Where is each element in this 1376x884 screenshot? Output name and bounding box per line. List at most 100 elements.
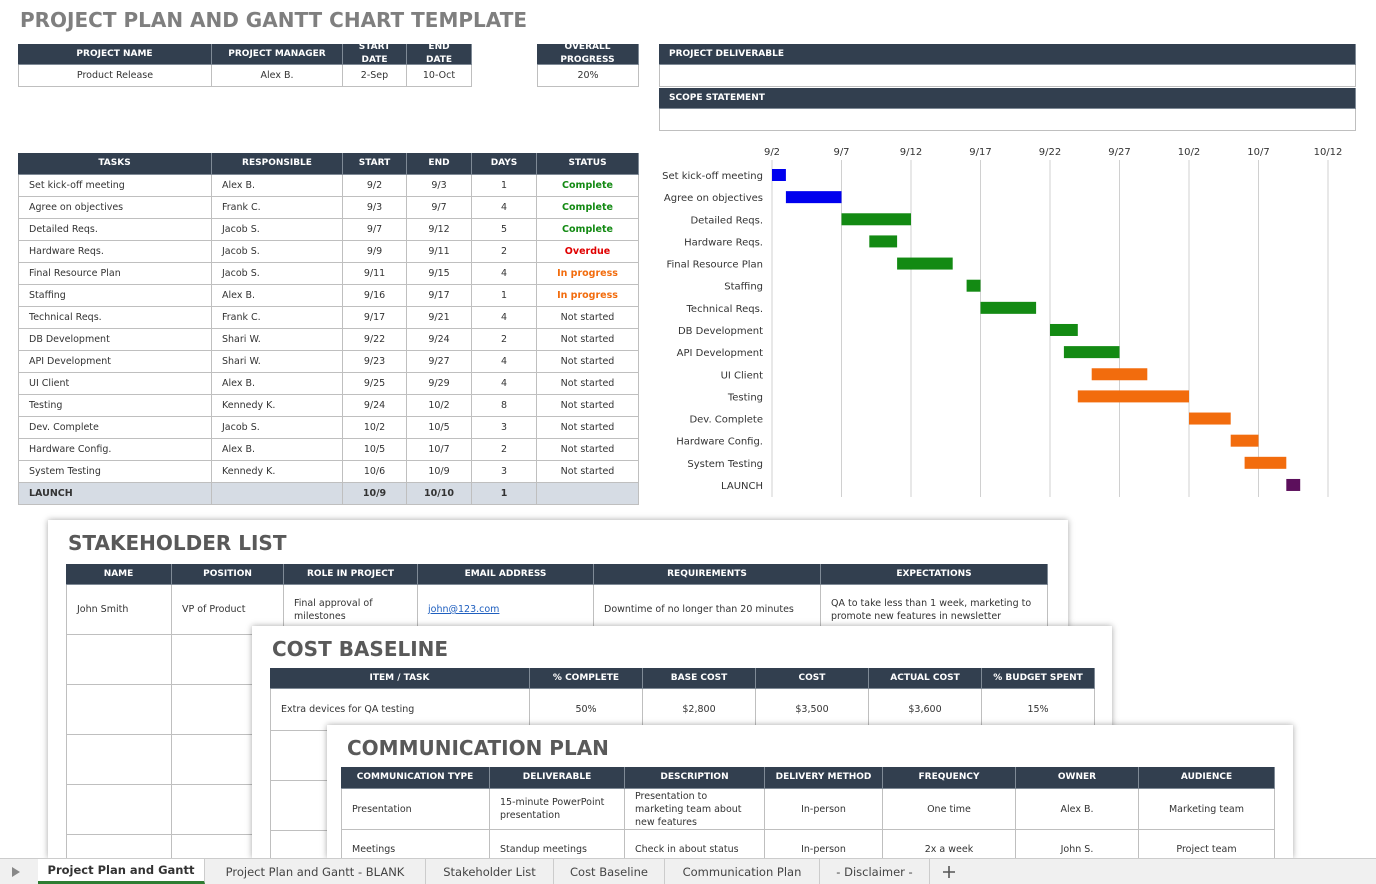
empty-cell [66, 685, 172, 735]
task-label: Set kick-off meeting [662, 171, 763, 182]
header-cell: SCOPE STATEMENT [659, 88, 1356, 109]
scroll-arrow[interactable] [10, 866, 22, 878]
cell: 9/24 [407, 329, 472, 351]
header-cell: PROJECT NAME [18, 44, 212, 65]
gantt-bar [966, 279, 981, 292]
gantt-bar [1050, 323, 1078, 336]
task-label: Hardware Config. [676, 437, 763, 448]
cell: Frank C. [212, 197, 343, 219]
cell: 9/24 [343, 395, 407, 417]
cell: 9/12 [407, 219, 472, 241]
cell: Kennedy K. [212, 395, 343, 417]
cell: One time [883, 789, 1016, 830]
empty-cell [659, 65, 1356, 87]
cell: Shari W. [212, 351, 343, 373]
cell: Alex B. [212, 175, 343, 197]
header-cell: PROJECT DELIVERABLE [659, 44, 1356, 65]
header-cell: REQUIREMENTS [594, 564, 821, 585]
task-label: System Testing [687, 459, 763, 470]
header-cell: ACTUAL COST [869, 668, 982, 689]
task-label: Dev. Complete [689, 415, 763, 426]
cell: 10/6 [343, 461, 407, 483]
cell: Technical Reqs. [18, 307, 212, 329]
cell: 9/17 [343, 307, 407, 329]
cell: 9/27 [407, 351, 472, 373]
cell: Alex B. [212, 439, 343, 461]
sheet-tab[interactable]: Communication Plan [665, 859, 820, 884]
cell: 1 [472, 483, 537, 505]
cell: Shari W. [212, 329, 343, 351]
gantt-bar [1244, 456, 1287, 469]
empty-cell [66, 735, 172, 785]
cell: 9/11 [407, 241, 472, 263]
cell: 10/7 [407, 439, 472, 461]
header-cell: OVERALL PROGRESS [537, 44, 639, 65]
cell: Not started [537, 395, 639, 417]
cell: Not started [537, 307, 639, 329]
x-tick-label: 9/22 [1039, 147, 1061, 158]
panel-title: COMMUNICATION PLAN [347, 736, 609, 760]
cell: 20% [537, 65, 639, 87]
header-cell: START DATE [343, 44, 407, 65]
header-cell: COMMUNICATION TYPE [341, 767, 490, 789]
cell: 9/9 [343, 241, 407, 263]
gantt-bar [1189, 412, 1231, 425]
sheet-tab[interactable]: Cost Baseline [554, 859, 665, 884]
cell: John Smith [66, 585, 172, 635]
cell: Product Release [18, 65, 212, 87]
task-label: Agree on objectives [664, 193, 763, 204]
cell: Testing [18, 395, 212, 417]
cell: 9/25 [343, 373, 407, 395]
tab-bar: Project Plan and Gantt Project Plan and G… [0, 858, 1376, 884]
cell: 2x a week [883, 830, 1016, 858]
gantt-bar [897, 257, 953, 270]
sheet-tab[interactable]: Project Plan and Gantt - BLANK [205, 859, 426, 884]
cell: Complete [537, 219, 639, 241]
header-cell: END [407, 153, 472, 175]
cell: Project team [1139, 830, 1275, 858]
header-cell: TASKS [18, 153, 212, 175]
cell: 4 [472, 373, 537, 395]
gantt-bar [841, 213, 911, 226]
header-cell: DESCRIPTION [625, 767, 765, 789]
cell: Not started [537, 439, 639, 461]
empty-cell [66, 635, 172, 685]
cell: Standup meetings [490, 830, 625, 858]
gantt-bar [1230, 434, 1259, 447]
cell: 4 [472, 263, 537, 285]
cell: 2 [472, 329, 537, 351]
task-label: Technical Reqs. [686, 304, 763, 315]
cell: DB Development [18, 329, 212, 351]
cell: 10/5 [407, 417, 472, 439]
header-cell: DELIVERABLE [490, 767, 625, 789]
cell: 9/29 [407, 373, 472, 395]
gantt-bar [772, 169, 786, 181]
cell: Complete [537, 175, 639, 197]
gantt-bar [1286, 478, 1301, 491]
cell: Meetings [341, 830, 490, 858]
cell: Alex B. [212, 65, 343, 87]
cell: In-person [765, 830, 883, 858]
x-tick-label: 9/7 [833, 147, 849, 158]
cell: Hardware Config. [18, 439, 212, 461]
sheet-tab[interactable]: Project Plan and Gantt [38, 859, 205, 884]
cell: Agree on objectives [18, 197, 212, 219]
sheet-tab[interactable]: Stakeholder List [426, 859, 554, 884]
cell: 10/2 [407, 395, 472, 417]
cell: 4 [472, 351, 537, 373]
cell: In-person [765, 789, 883, 830]
x-tick-label: 9/27 [1108, 147, 1130, 158]
x-tick-label: 9/12 [900, 147, 922, 158]
cell: 5 [472, 219, 537, 241]
task-label: UI Client [721, 370, 763, 381]
cell: 3 [472, 461, 537, 483]
empty-cell [66, 835, 172, 858]
cell: Jacob S. [212, 241, 343, 263]
cell: Staffing [18, 285, 212, 307]
task-label: Staffing [724, 282, 763, 293]
add-sheet[interactable] [942, 865, 956, 879]
sheet-tab[interactable]: - Disclaimer - [820, 859, 930, 884]
header-cell: FREQUENCY [883, 767, 1016, 789]
cell: 9/2 [343, 175, 407, 197]
